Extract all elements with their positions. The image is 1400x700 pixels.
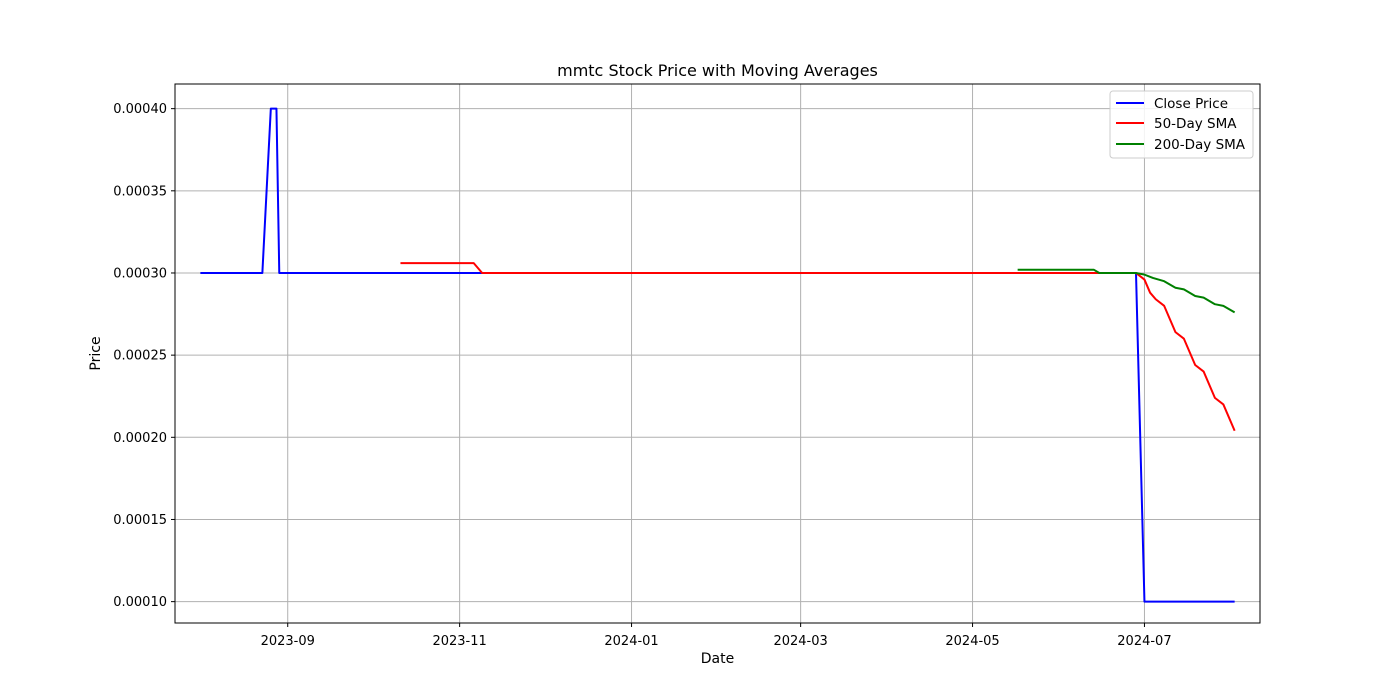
y-tick-label: 0.00035	[113, 184, 167, 199]
y-tick-label: 0.00030	[113, 266, 167, 281]
legend-box	[1109, 90, 1254, 159]
x-tick-label: 2024-01	[604, 634, 658, 649]
legend: Close Price 50-Day SMA 200-Day SMA	[1109, 90, 1254, 159]
plot-frame	[174, 83, 1261, 624]
legend-label-close-price: Close Price	[1154, 96, 1228, 112]
x-tick-label: 2024-07	[1117, 634, 1171, 649]
x-tick-label: 2024-05	[945, 634, 999, 649]
series-line-200-day-sma	[1017, 268, 1236, 314]
x-tick-label: 2023-09	[261, 634, 315, 649]
legend-label-50-day-sma: 50-Day SMA	[1154, 116, 1237, 132]
y-axis-label: Price	[88, 336, 104, 370]
ticks: 2023-09 2023-11 2024-01 2024-03 2024-05 2024-…	[113, 102, 1171, 649]
y-tick-label: 0.00040	[113, 102, 167, 117]
y-tick-label: 0.00010	[113, 595, 167, 610]
series-lines	[200, 107, 1236, 603]
y-tick-label: 0.00025	[113, 349, 167, 364]
x-tick-label: 2024-03	[773, 634, 827, 649]
x-axis-label: Date	[701, 651, 734, 667]
y-tick-label: 0.00020	[113, 431, 167, 446]
y-tick-label: 0.00015	[113, 513, 167, 528]
series-line-close-price	[200, 107, 1235, 603]
legend-label-200-day-sma: 200-Day SMA	[1154, 137, 1246, 153]
chart-title: mmtc Stock Price with Moving Averages	[557, 61, 878, 80]
x-tick-label: 2023-11	[432, 634, 486, 649]
series-line-50-day-sma	[400, 262, 1236, 432]
